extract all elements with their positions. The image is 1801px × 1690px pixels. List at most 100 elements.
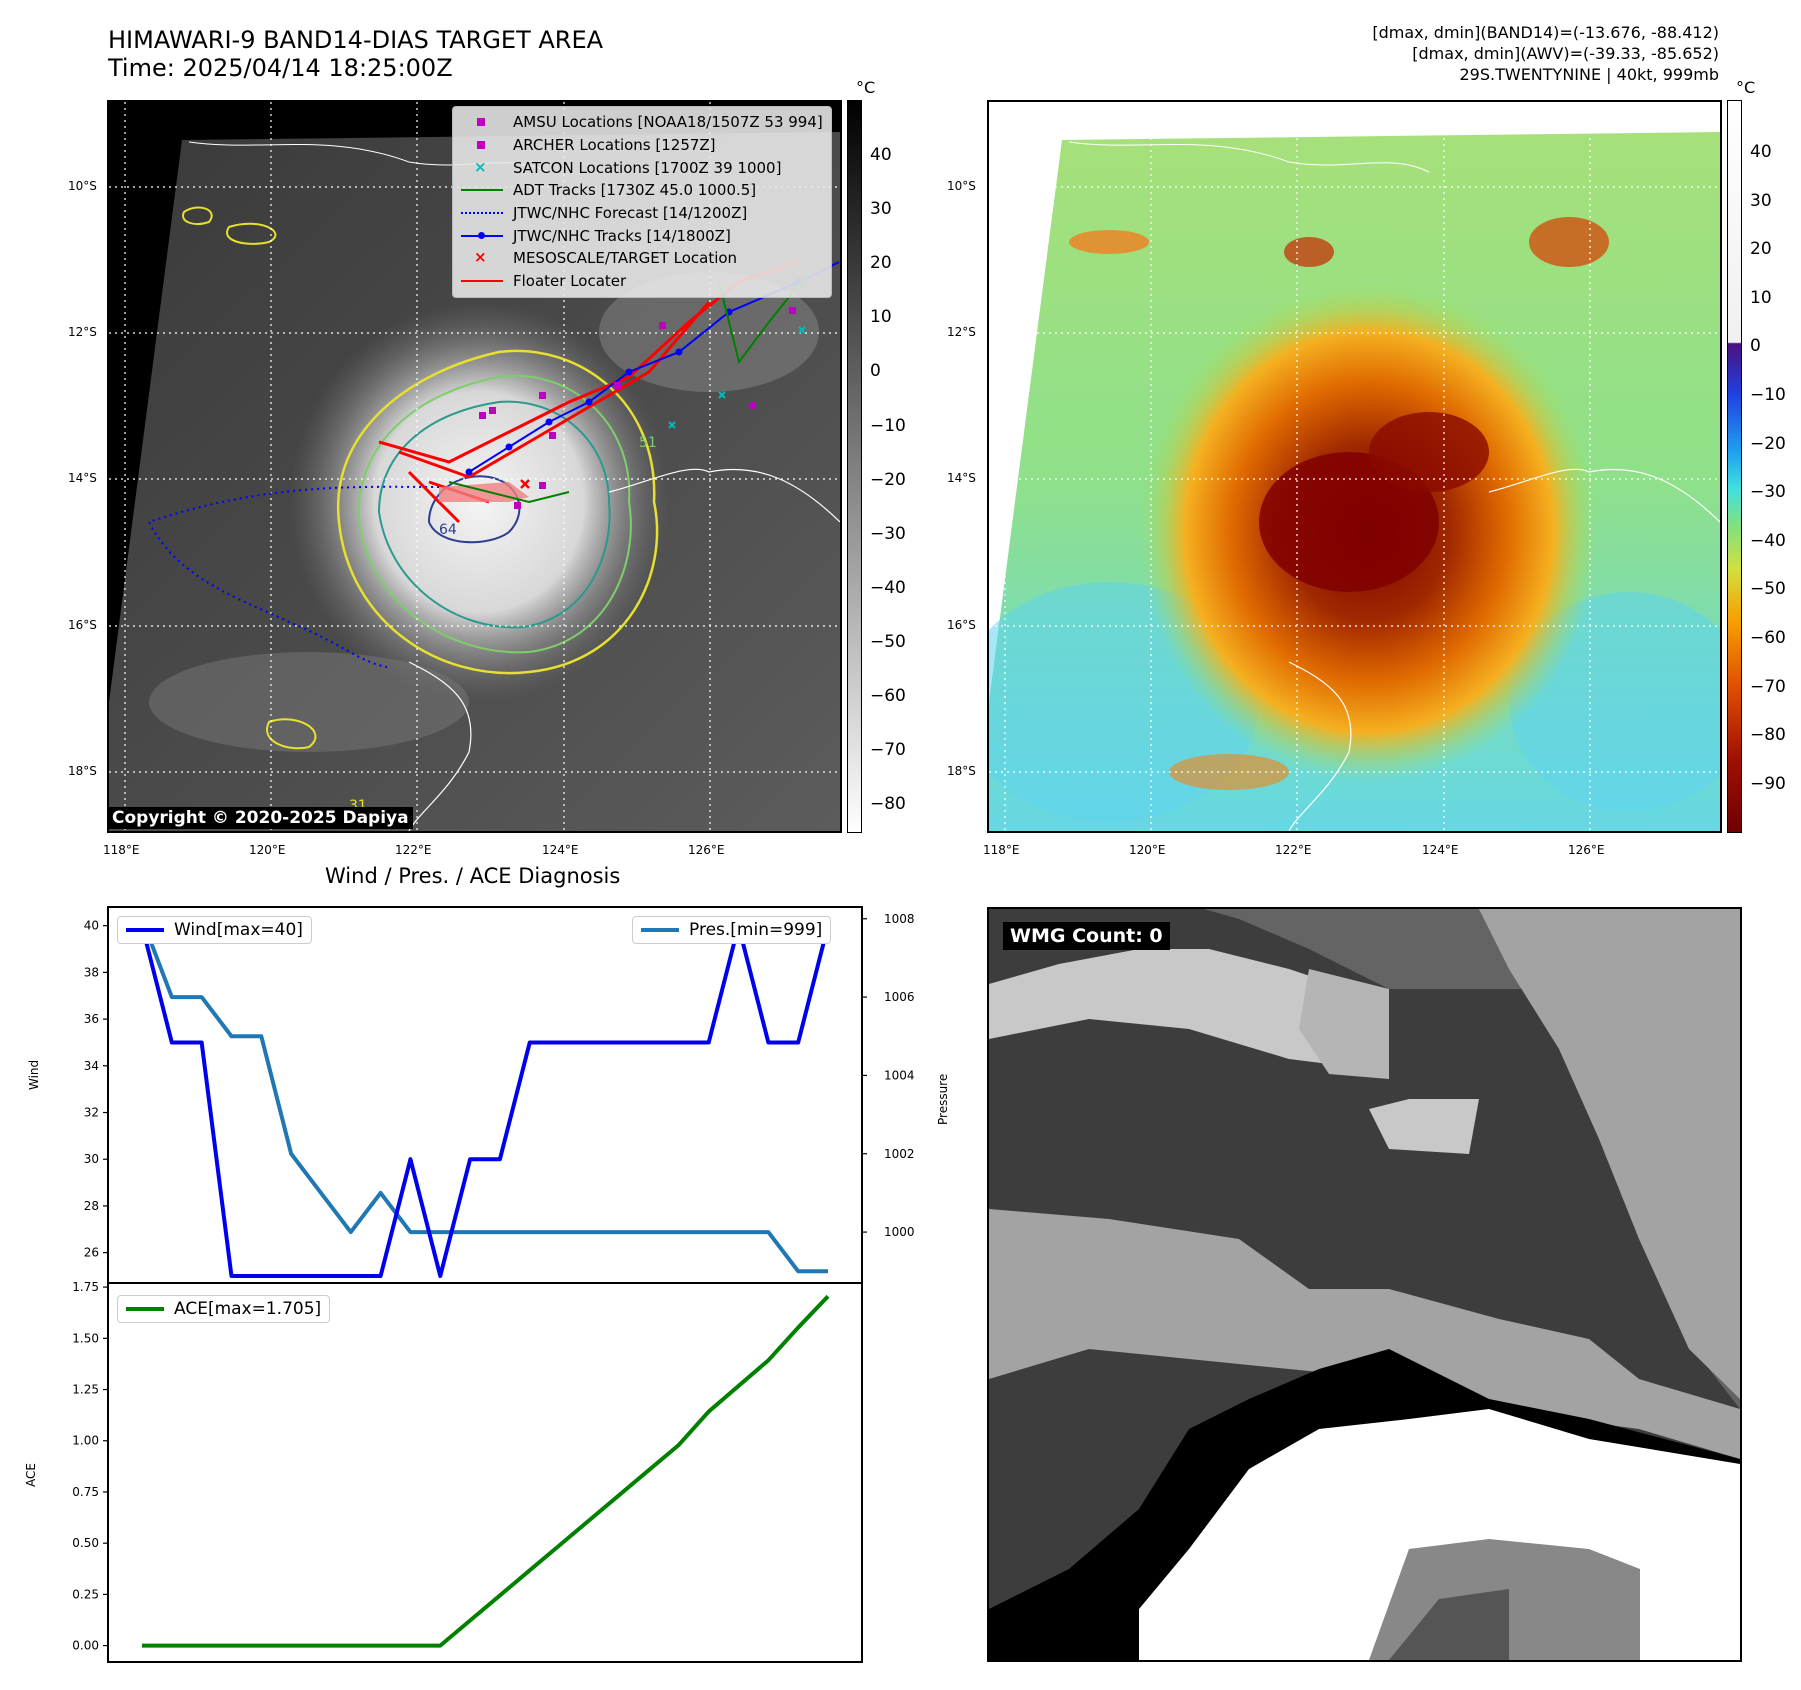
wmg-svg xyxy=(989,909,1740,1660)
pressure-series-line xyxy=(140,918,828,1274)
info-line1: [dmax, dmin](BAND14)=(-13.676, -88.412) xyxy=(1372,23,1719,42)
wind-ytick-label: 26 xyxy=(84,1246,99,1260)
wmg-panel xyxy=(987,907,1742,1662)
legend-symbol xyxy=(461,274,503,288)
colorbar-right-tick: −80 xyxy=(1750,725,1786,746)
contour-green xyxy=(357,374,632,654)
lon-label-right: 120°E xyxy=(1129,843,1166,857)
legend-label: ARCHER Locations [1257Z] xyxy=(513,136,716,155)
ace-ytick-label: 0.75 xyxy=(72,1485,99,1499)
pres-ytick-label: 1006 xyxy=(884,990,915,1004)
legend-row: Floater Locater xyxy=(461,270,823,293)
wind-legend-label: Wind[max=40] xyxy=(174,920,303,940)
colorbar-left-tick: −50 xyxy=(870,631,906,652)
legend-symbol: × xyxy=(474,248,487,267)
colorbar-right-tick: −20 xyxy=(1750,433,1786,454)
colorbar-left-tick: −40 xyxy=(870,577,906,598)
lon-label-left: 124°E xyxy=(542,843,579,857)
awv-gridlines xyxy=(989,102,1720,831)
wind-ytick-label: 28 xyxy=(84,1199,99,1213)
lat-label-left: 12°S xyxy=(68,325,97,339)
legend-symbol xyxy=(461,206,503,220)
target-location-marker xyxy=(520,479,530,489)
legend-symbol xyxy=(461,183,503,197)
lat-label-left: 14°S xyxy=(68,471,97,485)
wind-pres-frame xyxy=(107,906,863,1284)
legend-label: SATCON Locations [1700Z 39 1000] xyxy=(513,158,782,177)
lon-label-left: 122°E xyxy=(395,843,432,857)
pres-ytick-label: 1008 xyxy=(884,912,915,926)
awv-map-svg xyxy=(989,102,1720,831)
ace-ytick-label: 0.25 xyxy=(72,1587,99,1601)
ace-series-line xyxy=(142,1294,830,1648)
colorbar-left xyxy=(847,100,862,833)
wind-ytick-label: 30 xyxy=(84,1152,99,1166)
colorbar-right-tick: 30 xyxy=(1750,190,1772,211)
legend-label: AMSU Locations [NOAA18/1507Z 53 994] xyxy=(513,113,823,132)
colorbar-left-tick: 20 xyxy=(870,253,892,274)
wind-ytick-label: 38 xyxy=(84,965,99,979)
legend-row: AMSU Locations [NOAA18/1507Z 53 994] xyxy=(461,111,823,134)
colorbar-right-tick: −90 xyxy=(1750,773,1786,794)
lon-label-right: 118°E xyxy=(983,843,1020,857)
ace-legend-label: ACE[max=1.705] xyxy=(174,1299,322,1319)
wind-legend: Wind[max=40] xyxy=(117,916,312,944)
contour-yellow xyxy=(336,349,659,675)
legend-label: JTWC/NHC Forecast [14/1200Z] xyxy=(513,204,748,223)
map-legend: AMSU Locations [NOAA18/1507Z 53 994] ARC… xyxy=(452,106,832,298)
ace-ytick-label: 0.50 xyxy=(72,1536,99,1550)
colorbar-right-tick: 40 xyxy=(1750,142,1772,162)
colorbar-left-tick: 40 xyxy=(870,145,892,165)
jtwc-forecast-track xyxy=(147,485,440,668)
colorbar-right-tick: −10 xyxy=(1750,385,1786,405)
copyright-notice: Copyright © 2020-2025 Dapiya xyxy=(108,807,413,829)
pres-legend-label: Pres.[min=999] xyxy=(689,920,823,940)
wind-series-line xyxy=(140,923,830,1278)
lat-label-right: 10°S xyxy=(947,179,976,193)
colorbar-right-tick: 0 xyxy=(1750,336,1761,357)
legend-row: × MESOSCALE/TARGET Location xyxy=(461,247,823,270)
contour-label-64: 64 xyxy=(439,522,457,538)
title-line2: Time: 2025/04/14 18:25:00Z xyxy=(108,54,453,82)
legend-row: ADT Tracks [1730Z 45.0 1000.5] xyxy=(461,179,823,202)
ace-ytick-label: 1.25 xyxy=(72,1383,99,1397)
colorbar-right-tick: −70 xyxy=(1750,676,1786,697)
lat-label-left: 10°S xyxy=(68,179,97,193)
colorbar-left-tick: −20 xyxy=(870,469,906,490)
colorbar-left-tick: −80 xyxy=(870,794,906,815)
legend-label: Floater Locater xyxy=(513,272,627,291)
lon-label-right: 126°E xyxy=(1568,843,1605,857)
legend-row: × SATCON Locations [1700Z 39 1000] xyxy=(461,156,823,179)
wind-ytick-label: 34 xyxy=(84,1059,99,1073)
lon-label-left: 120°E xyxy=(249,843,286,857)
satcon-markers xyxy=(668,326,806,429)
info-line2: [dmax, dmin](AWV)=(-39.33, -85.652) xyxy=(1412,44,1719,63)
wind-ytick-label: 32 xyxy=(84,1106,99,1120)
wind-legend-line xyxy=(126,928,164,932)
colorbar-right-tick: −30 xyxy=(1750,482,1786,503)
colorbar-left-tick: 0 xyxy=(870,361,881,382)
colorbar-right-unit: °C xyxy=(1736,78,1756,97)
lat-label-left: 18°S xyxy=(68,764,97,778)
ace-legend-line xyxy=(126,1307,164,1311)
legend-symbol xyxy=(461,138,503,152)
colorbar-left-tick: −30 xyxy=(870,523,906,544)
colorbar-left-tick: −10 xyxy=(870,415,906,436)
pres-ytick-label: 1004 xyxy=(884,1068,915,1082)
ace-ytick-label: 1.50 xyxy=(72,1331,99,1345)
legend-symbol xyxy=(461,115,503,129)
wmg-count-label: WMG Count: 0 xyxy=(1003,922,1170,950)
legend-symbol: × xyxy=(474,157,487,176)
pres-legend: Pres.[min=999] xyxy=(632,916,832,944)
pres-ytick-label: 1002 xyxy=(884,1147,915,1161)
ace-frame xyxy=(107,1282,863,1663)
ace-ylabel: ACE xyxy=(24,1463,38,1487)
ace-legend: ACE[max=1.705] xyxy=(117,1295,331,1323)
diagnosis-title: Wind / Pres. / ACE Diagnosis xyxy=(325,864,621,888)
storm-info: [dmax, dmin](BAND14)=(-13.676, -88.412) [… xyxy=(1372,22,1719,85)
colorbar-right-tick: 10 xyxy=(1750,287,1772,308)
colorbar-left-tick: −70 xyxy=(870,740,906,761)
figure-title: HIMAWARI-9 BAND14-DIAS TARGET AREA Time: … xyxy=(108,26,603,82)
title-line1: HIMAWARI-9 BAND14-DIAS TARGET AREA xyxy=(108,26,604,54)
legend-label: ADT Tracks [1730Z 45.0 1000.5] xyxy=(513,181,757,200)
